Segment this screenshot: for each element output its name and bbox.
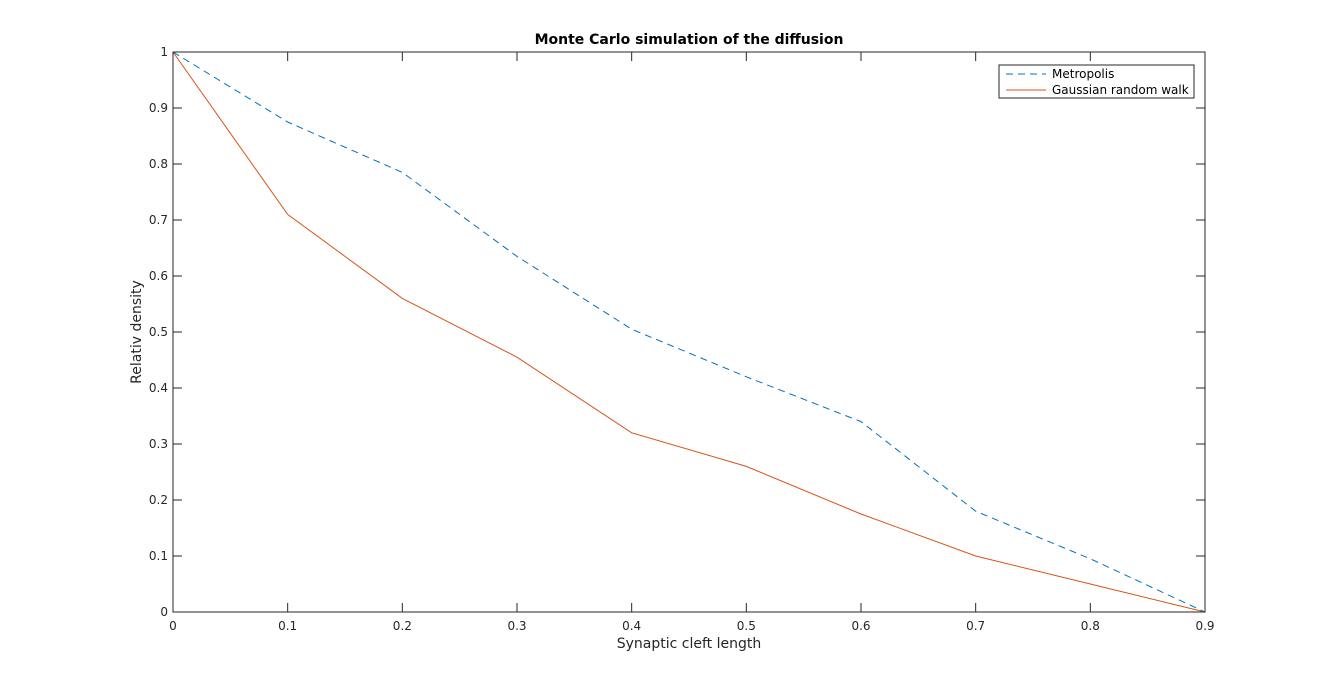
y-tick-label: 0.1: [149, 549, 168, 563]
legend-entries: Metropolis Gaussian random walk: [1006, 67, 1189, 97]
series-line-1: [172, 51, 1206, 613]
series-line-2: [172, 51, 1206, 613]
y-tick-label: 0.9: [149, 101, 168, 115]
legend-label-1: Metropolis: [1052, 67, 1114, 81]
x-tick-label: 0.2: [393, 619, 412, 633]
series-layer: [172, 51, 1206, 613]
x-axis-label: Synaptic cleft length: [617, 636, 761, 652]
y-tick-label: 0.6: [149, 269, 168, 283]
y-tick-label: 0.4: [149, 381, 168, 395]
x-tick-label: 0.3: [507, 619, 526, 633]
y-tick-label: 0.8: [149, 157, 168, 171]
y-tick-label: 0.2: [149, 493, 168, 507]
x-tick-label: 0.8: [1081, 619, 1100, 633]
x-tick-label: 0.5: [737, 619, 756, 633]
plot-area: [173, 52, 1205, 612]
chart-title: Monte Carlo simulation of the diffusion: [535, 32, 844, 48]
x-tick-label: 0: [169, 619, 177, 633]
y-axis-label: Relativ density: [129, 280, 145, 384]
y-tick-label: 0.7: [149, 213, 168, 227]
y-tick-label: 0.3: [149, 437, 168, 451]
x-tick-label: 0.4: [622, 619, 641, 633]
y-tick-label: 0.5: [149, 325, 168, 339]
ticks-layer: 0 0.1 0.2 0.3 0.4 0.5 0.6 0.7 0.8 0.9 0 0.1 0.2 0.3 0.…: [149, 45, 1215, 633]
x-tick-label: 0.6: [851, 619, 870, 633]
y-tick-label: 1: [160, 45, 168, 59]
legend-label-2: Gaussian random walk: [1052, 83, 1189, 97]
legend-box: [998, 64, 1195, 99]
legend: Metropolis Gaussian random walk: [998, 64, 1195, 99]
y-tick-label: 0: [160, 605, 168, 619]
x-tick-label: 0.1: [278, 619, 297, 633]
x-tick-label: 0.9: [1195, 619, 1214, 633]
x-tick-label: 0.7: [966, 619, 985, 633]
